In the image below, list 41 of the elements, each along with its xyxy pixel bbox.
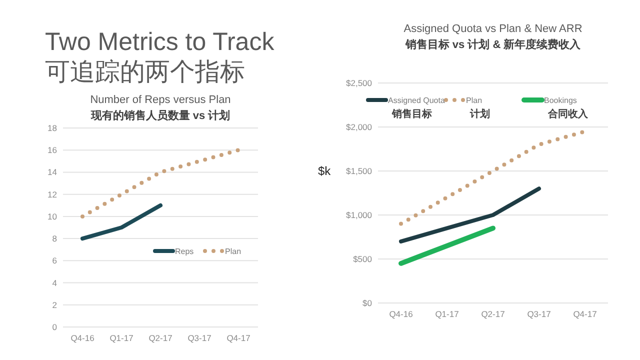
y-axis-title: $k (318, 164, 332, 178)
x-tick-label: Q4-17 (573, 309, 598, 319)
y-tick-label: 8 (52, 234, 58, 244)
y-tick-label: 10 (48, 211, 58, 222)
line-series (80, 148, 240, 218)
y-tick-label: 0 (52, 322, 58, 332)
y-tick-label: $0 (362, 298, 372, 308)
y-tick-label: $1,000 (346, 210, 372, 220)
legend-label: Plan (225, 247, 242, 256)
chart-title: Number of Reps versus Plan (90, 94, 231, 106)
x-tick-label: Q3-17 (527, 309, 552, 319)
x-tick-label: Q2-17 (148, 333, 173, 343)
y-tick-label: 14 (48, 167, 58, 178)
y-tick-label: 16 (48, 145, 58, 156)
y-tick-label: $500 (353, 254, 372, 264)
y-tick-label: $1,500 (346, 166, 372, 176)
x-tick-label: Q4-16 (70, 333, 95, 343)
y-tick-label: 18 (48, 123, 58, 133)
y-tick-label: $2,500 (346, 78, 372, 88)
y-tick-label: $2,000 (346, 122, 372, 132)
x-tick-label: Q2-17 (481, 309, 506, 319)
y-tick-label: 4 (52, 278, 58, 288)
legend-label: Assigned Quota 销售目标 (388, 96, 446, 120)
legend-label: Plan 计划 (466, 96, 490, 120)
y-tick-label: 6 (52, 256, 58, 266)
text: Two Metrics to Track (45, 28, 275, 56)
legend-label: Reps (175, 247, 194, 256)
x-tick-label: Q1-17 (435, 309, 460, 319)
x-tick-label: Q1-17 (110, 333, 134, 343)
chart-title: Assigned Quota vs Plan & New ARR (404, 23, 582, 35)
x-tick-label: Q4-17 (226, 333, 251, 343)
legend-label: Bookings 合同收入 (544, 96, 589, 120)
x-tick-label: Q4-16 (389, 309, 414, 319)
line-series (399, 186, 541, 244)
y-tick-label: 2 (52, 300, 58, 310)
chart-subtitle: 销售目标 vs 计划 & 新年度续费收入 (404, 38, 582, 51)
chart-subtitle: 现有的销售人员数量 vs 计划 (90, 109, 230, 122)
line-series (399, 129, 587, 226)
y-tick-label: 12 (48, 189, 58, 200)
text: 可追踪的两个指标 (45, 58, 245, 86)
x-tick-label: Q3-17 (188, 333, 212, 343)
